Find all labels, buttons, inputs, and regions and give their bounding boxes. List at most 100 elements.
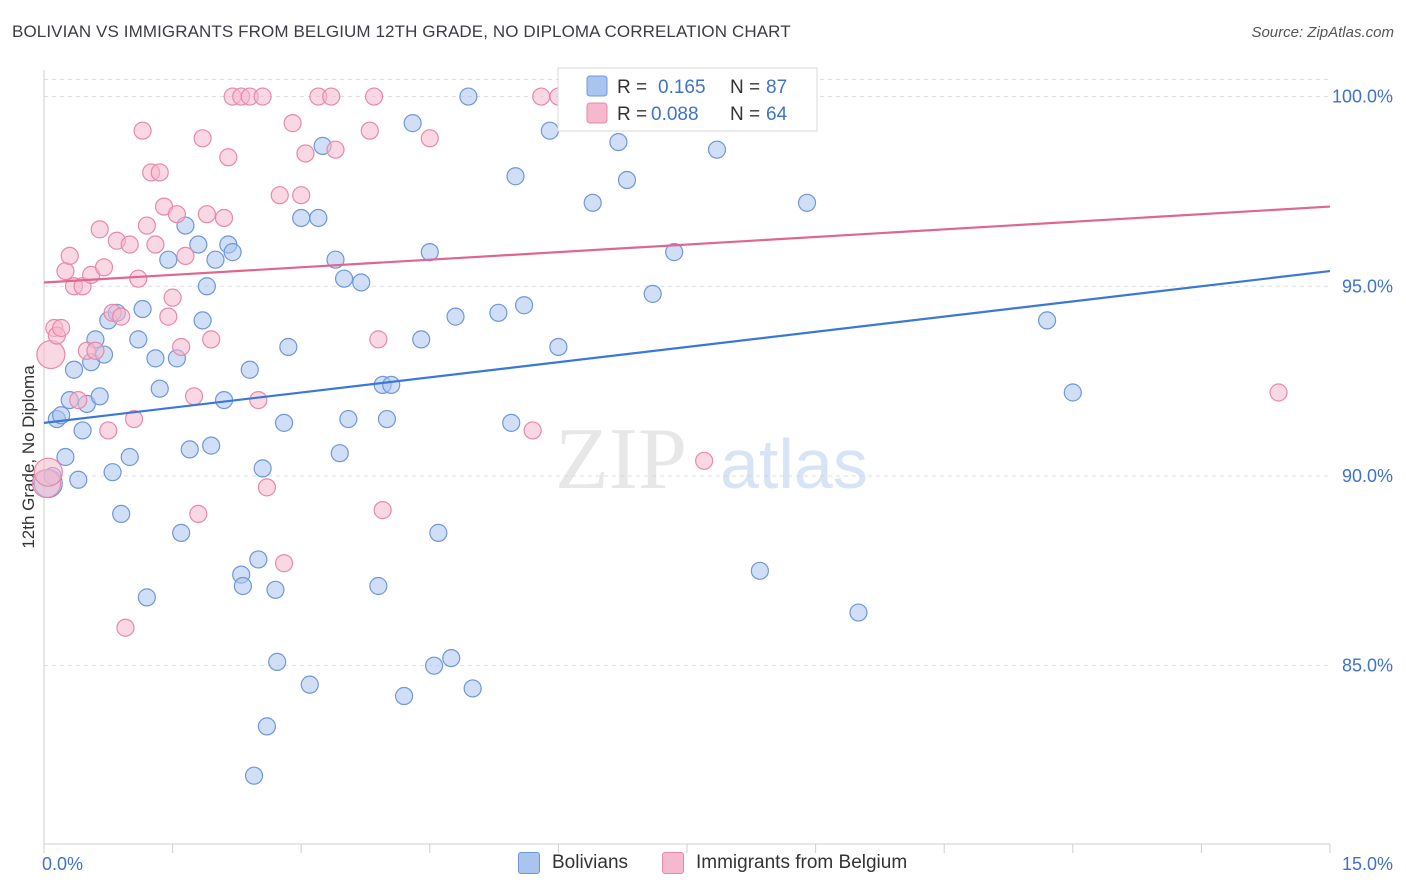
point-immigrants-from-belgium xyxy=(695,451,714,470)
point-bolivians xyxy=(69,470,88,489)
point-immigrants-from-belgium xyxy=(369,330,388,349)
point-bolivians xyxy=(137,588,156,607)
source-credit: Source: ZipAtlas.com xyxy=(1251,24,1394,41)
point-bolivians xyxy=(1063,383,1082,402)
point-bolivians xyxy=(279,337,298,357)
point-immigrants-from-belgium xyxy=(292,186,311,205)
point-bolivians xyxy=(665,243,684,262)
point-immigrants-from-belgium xyxy=(296,144,315,163)
point-immigrants-from-belgium xyxy=(172,337,191,357)
point-immigrants-from-belgium xyxy=(1269,383,1288,402)
point-immigrants-from-belgium xyxy=(56,261,75,281)
point-immigrants-from-belgium xyxy=(219,148,238,167)
point-immigrants-from-belgium xyxy=(364,87,384,106)
stats-legend: R = 0.165 N = 87 R = 0.088 N = 64 xyxy=(557,67,818,132)
bottom-legend: Bolivians Immigrants from Belgium xyxy=(0,850,1406,880)
point-bolivians xyxy=(309,208,328,228)
point-bolivians xyxy=(583,193,602,212)
point-bolivians xyxy=(1037,311,1057,330)
legend-n-label-blue: N = xyxy=(730,77,760,98)
y-tick-labels: 85.0% 90.0% 95.0% 100.0% xyxy=(1332,87,1393,676)
point-immigrants-from-belgium xyxy=(420,129,439,148)
point-bolivians xyxy=(849,603,868,622)
point-immigrants-from-belgium xyxy=(184,387,204,406)
legend-swatch-pink xyxy=(586,102,608,124)
point-immigrants-from-belgium xyxy=(373,501,392,520)
point-immigrants-from-belgium xyxy=(116,618,135,637)
legend-swatch-immigrants-from-belgium xyxy=(662,852,684,874)
point-immigrants-from-belgium xyxy=(150,163,169,182)
point-bolivians xyxy=(442,648,461,668)
point-immigrants-from-belgium xyxy=(197,205,216,224)
point-bolivians xyxy=(412,330,431,349)
point-bolivians xyxy=(506,167,525,186)
point-immigrants-from-belgium xyxy=(36,339,66,370)
point-bolivians xyxy=(206,250,225,269)
point-immigrants-from-belgium xyxy=(146,235,165,254)
point-bolivians xyxy=(540,121,559,140)
point-immigrants-from-belgium xyxy=(94,258,114,277)
point-bolivians xyxy=(352,273,371,292)
point-immigrants-from-belgium xyxy=(86,341,105,360)
point-immigrants-from-belgium xyxy=(112,307,131,326)
trend-line-bolivians xyxy=(43,269,1331,424)
point-bolivians xyxy=(617,170,637,190)
legend-label-bolivians: Bolivians xyxy=(552,852,629,873)
point-bolivians xyxy=(446,307,465,326)
point-bolivians xyxy=(502,413,521,432)
point-bolivians xyxy=(112,504,131,524)
legend-label-immigrants-from-belgium: Immigrants from Belgium xyxy=(696,852,908,873)
point-immigrants-from-belgium xyxy=(193,129,212,148)
x-tick-label-min: 0.0% xyxy=(42,854,83,874)
point-bolivians xyxy=(334,269,354,288)
point-bolivians xyxy=(133,299,152,319)
point-immigrants-from-belgium xyxy=(253,87,272,106)
point-bolivians xyxy=(56,447,75,467)
point-immigrants-from-belgium xyxy=(90,220,109,239)
legend-item-bolivians: Bolivians xyxy=(518,852,628,874)
point-bolivians xyxy=(377,409,397,429)
point-bolivians xyxy=(159,250,178,269)
point-bolivians xyxy=(249,550,268,569)
legend-n-value-pink: 64 xyxy=(766,104,788,125)
point-immigrants-from-belgium xyxy=(326,140,345,159)
point-bolivians xyxy=(707,140,727,159)
trend-line-immigrants-from-belgium xyxy=(43,205,1331,284)
legend-n-label-pink: N = xyxy=(730,104,760,125)
point-immigrants-from-belgium xyxy=(129,269,148,288)
point-bolivians xyxy=(103,463,122,482)
point-bolivians xyxy=(257,717,277,736)
point-bolivians xyxy=(244,766,264,785)
legend-r-label-blue: R = xyxy=(617,77,647,98)
point-bolivians xyxy=(394,686,414,706)
legend-r-value-blue: 0.165 xyxy=(658,77,706,98)
point-bolivians xyxy=(369,576,388,596)
point-bolivians xyxy=(339,409,358,429)
point-bolivians xyxy=(146,349,165,368)
point-immigrants-from-belgium xyxy=(360,121,379,140)
point-bolivians xyxy=(202,436,221,455)
point-bolivians xyxy=(197,277,216,296)
point-immigrants-from-belgium xyxy=(60,246,79,266)
point-immigrants-from-belgium xyxy=(322,87,341,106)
point-immigrants-from-belgium xyxy=(120,235,139,254)
y-tick-label: 90.0% xyxy=(1342,466,1393,486)
axes xyxy=(43,70,1331,853)
point-bolivians xyxy=(429,523,448,542)
point-bolivians xyxy=(120,447,139,467)
y-tick-label: 95.0% xyxy=(1342,276,1393,296)
point-bolivians xyxy=(233,576,253,596)
point-immigrants-from-belgium xyxy=(523,421,542,440)
point-immigrants-from-belgium xyxy=(69,390,88,410)
point-bolivians xyxy=(172,523,191,542)
series-immigrants-from-belgium xyxy=(31,87,1288,637)
point-bolivians xyxy=(549,337,568,357)
y-tick-label: 85.0% xyxy=(1342,656,1393,676)
legend-r-label-pink: R = xyxy=(617,104,647,125)
point-immigrants-from-belgium xyxy=(137,216,156,235)
point-bolivians xyxy=(330,444,349,463)
point-immigrants-from-belgium xyxy=(189,504,208,524)
chart-title: BOLIVIAN VS IMMIGRANTS FROM BELGIUM 12TH… xyxy=(12,22,791,41)
point-bolivians xyxy=(193,311,212,330)
